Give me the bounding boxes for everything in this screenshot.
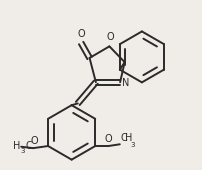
Text: O: O	[106, 32, 114, 42]
Text: 3: 3	[130, 142, 134, 148]
Text: C: C	[25, 141, 32, 151]
Text: O: O	[30, 136, 37, 146]
Text: 3: 3	[21, 148, 25, 154]
Text: N: N	[121, 78, 129, 88]
Text: H: H	[13, 141, 20, 151]
Text: C: C	[120, 133, 127, 142]
Text: O: O	[104, 134, 111, 144]
Text: H: H	[124, 133, 132, 142]
Text: O: O	[77, 29, 84, 39]
